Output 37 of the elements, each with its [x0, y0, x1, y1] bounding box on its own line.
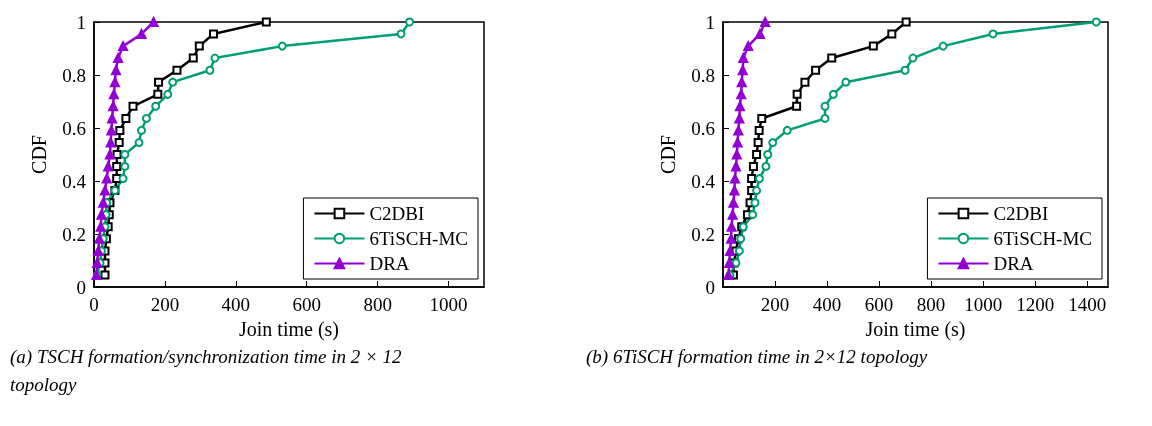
- legend-label: C2DBI: [369, 203, 425, 224]
- legend-label: 6TiSCH-MC: [993, 228, 1093, 249]
- y-tick-label: 0.8: [62, 64, 86, 86]
- x-tick-label: 1200: [1016, 294, 1055, 315]
- x-tick-label: 600: [292, 294, 321, 315]
- text: (b) 6TiSCH formation time in 2×12 topology: [586, 345, 928, 368]
- x-tick-label: 1000: [429, 294, 468, 315]
- legend-label: DRA: [369, 253, 410, 274]
- x-tick-label: 200: [150, 294, 180, 315]
- y-tick-label: 0.6: [691, 117, 715, 139]
- x-tick-label: 600: [864, 294, 894, 315]
- y-tick-label: 0.4: [691, 170, 716, 192]
- y-tick-label: 1: [76, 11, 86, 33]
- x-axis-title: Join time (s): [239, 317, 339, 341]
- x-tick-label: 800: [916, 294, 946, 315]
- x-tick-label: 800: [363, 294, 392, 315]
- y-tick-label: 0: [76, 276, 86, 298]
- y-tick-label: 0: [705, 276, 715, 298]
- x-tick-label: 0: [89, 294, 99, 315]
- x-tick-label: 200: [760, 294, 790, 315]
- x-tick-label: 1000: [964, 294, 1003, 315]
- text: (a) TSCH formation/synchronization time in 2 × 12 topology: [10, 345, 407, 395]
- x-tick-label: 400: [812, 294, 842, 315]
- legend-label: C2DBI: [993, 203, 1049, 224]
- x-axis-title: Join time (s): [865, 317, 966, 341]
- y-axis-title: CDF: [28, 135, 50, 174]
- y-tick-label: 0.2: [62, 223, 86, 245]
- legend-label: 6TiSCH-MC: [369, 228, 469, 249]
- y-tick-label: 0.2: [691, 223, 715, 245]
- y-tick-label: 0.4: [62, 170, 87, 192]
- x-tick-label: 400: [221, 294, 251, 315]
- y-tick-label: 1: [705, 11, 715, 33]
- y-tick-label: 0.6: [62, 117, 86, 139]
- y-tick-label: 0.8: [691, 64, 715, 86]
- y-axis-title: CDF: [657, 135, 679, 174]
- x-tick-label: 1400: [1068, 294, 1107, 315]
- legend-label: DRA: [993, 253, 1034, 274]
